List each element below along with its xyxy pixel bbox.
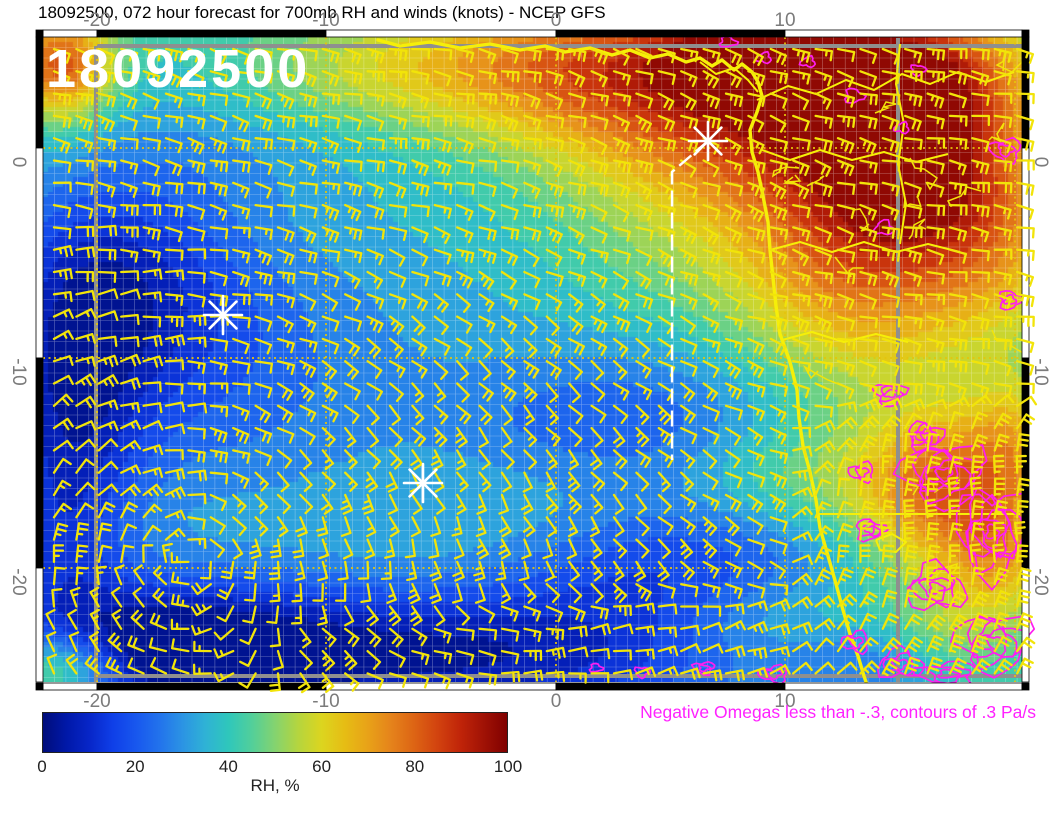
rh-field-canvas <box>43 37 1022 682</box>
y-axis-tick-label-left: -20 <box>8 568 29 596</box>
forecast-init-label: 18092500 <box>46 39 311 99</box>
y-axis-tick-label-right: -20 <box>1030 568 1051 596</box>
colorbar-tick-label: 20 <box>125 757 145 776</box>
x-axis-tick-label-bottom: 10 <box>774 691 796 712</box>
omega-annotation: Negative Omegas less than -.3, contours … <box>640 702 1036 722</box>
y-axis-tick-label-left: 0 <box>8 156 29 168</box>
x-axis-tick-label-bottom: -10 <box>312 691 340 712</box>
chart-title: 18092500, 072 hour forecast for 700mb RH… <box>38 3 606 22</box>
y-axis-tick-label-left: -10 <box>8 358 29 386</box>
colorbar-tick-label: 0 <box>37 757 47 776</box>
x-axis-tick-label-bottom: 0 <box>550 691 562 712</box>
x-axis-tick-label-bottom: -20 <box>83 691 111 712</box>
y-axis-tick-label-right: 0 <box>1030 156 1051 168</box>
colorbar-tick-label: 60 <box>312 757 332 776</box>
x-axis-tick-label-top: -10 <box>312 10 340 31</box>
colorbar-axis-label: RH, % <box>250 776 300 795</box>
colorbar-tick-label: 80 <box>405 757 425 776</box>
x-axis-tick-label-top: 10 <box>774 10 796 31</box>
x-axis-tick-label-top: 0 <box>550 10 562 31</box>
y-axis-tick-label-right: -10 <box>1030 358 1051 386</box>
colorbar-tick-label: 40 <box>218 757 238 776</box>
x-axis-tick-label-top: -20 <box>83 10 111 31</box>
colorbar-gradient <box>42 712 508 753</box>
colorbar-tick-label: 100 <box>493 757 523 776</box>
